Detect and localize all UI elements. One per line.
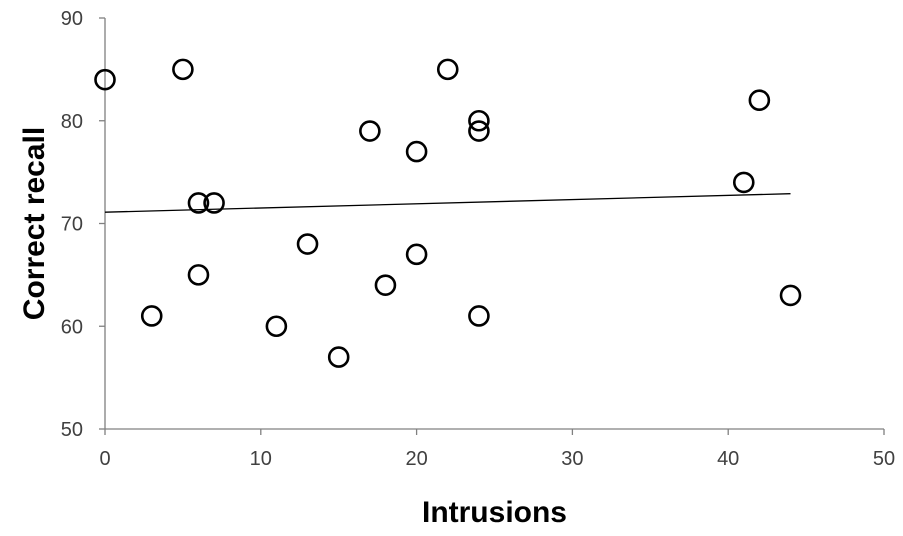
data-point — [327, 346, 350, 368]
data-point — [468, 109, 490, 132]
y-tick-label: 60 — [61, 316, 83, 338]
data-point — [359, 120, 381, 142]
tick-labels: 50 60 70 80 90 0 10 20 30 40 50 — [61, 8, 895, 470]
data-point — [468, 305, 490, 327]
data-point — [436, 58, 459, 81]
data-point — [187, 192, 210, 214]
data-point — [468, 120, 490, 142]
x-tick-label: 0 — [99, 448, 110, 470]
x-tick-label: 20 — [405, 448, 427, 470]
data-point — [405, 243, 428, 266]
trend-line — [104, 193, 791, 213]
data-point — [140, 305, 163, 327]
data-point — [172, 58, 194, 81]
data-point — [265, 315, 288, 338]
data-points — [94, 58, 802, 368]
data-point — [732, 171, 755, 194]
data-point — [203, 192, 225, 214]
data-point — [374, 274, 397, 296]
x-axis-title: Intrusions — [422, 496, 567, 529]
data-point — [405, 140, 428, 163]
x-tick-label: 50 — [873, 448, 895, 470]
y-tick-label: 80 — [61, 111, 83, 133]
x-tick-label: 10 — [250, 448, 272, 470]
y-tick-label: 70 — [61, 214, 83, 236]
data-point — [187, 264, 210, 286]
data-point — [779, 284, 802, 307]
y-axis-title: Correct recall — [18, 127, 51, 320]
axes — [99, 17, 885, 435]
data-point — [296, 233, 319, 255]
data-point — [748, 89, 771, 111]
y-tick-label: 90 — [61, 8, 83, 30]
x-tick-label: 40 — [717, 448, 739, 470]
x-tick-label: 30 — [561, 448, 583, 470]
data-point — [94, 68, 116, 91]
y-tick-label: 50 — [61, 419, 83, 441]
